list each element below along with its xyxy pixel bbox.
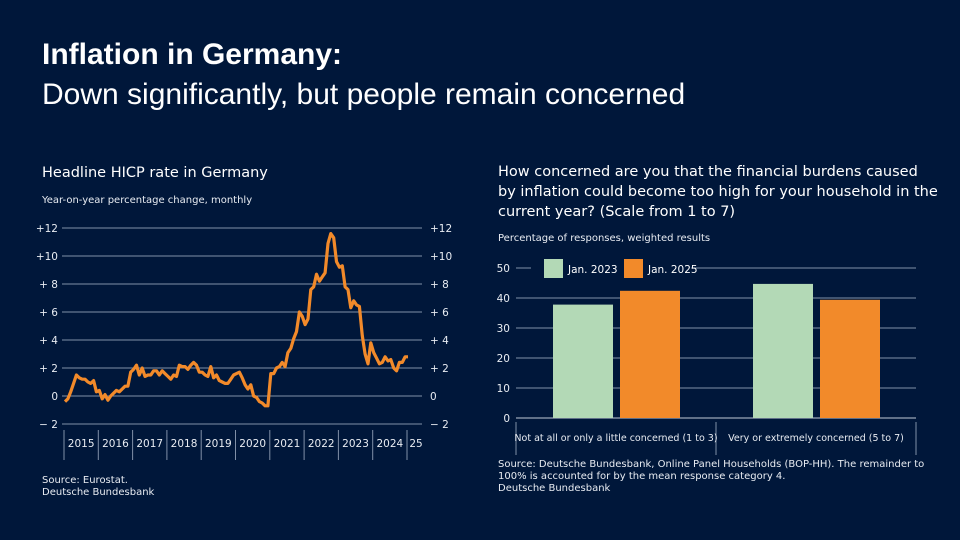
source-line: Source: Deutsche Bundesbank, Online Pane…	[498, 459, 925, 470]
bar	[820, 299, 880, 418]
x-tick-label: 2015	[68, 438, 95, 450]
bar-chart-subtitle: Percentage of responses, weighted result…	[498, 233, 711, 244]
x-tick-label: 2018	[171, 438, 198, 450]
bar-chart-title: How concerned are you that the financial…	[498, 164, 938, 220]
y-tick-label-left: +10	[36, 251, 58, 263]
y-tick-label-right: + 4	[430, 335, 449, 347]
x-tick-label: 2019	[205, 438, 232, 450]
y-tick-label: 50	[497, 263, 510, 275]
bar	[620, 290, 680, 418]
bar	[753, 283, 813, 418]
hicp-line	[63, 232, 408, 408]
y-tick-label-left: +12	[36, 223, 58, 235]
x-tick-label: 2022	[308, 438, 335, 450]
y-tick-label-left: + 4	[39, 335, 58, 347]
y-tick-label-left: + 6	[39, 307, 58, 319]
bar-chart: 0 10 20 30 40 50 Jan. 2023 Jan. 2025 Not at all …	[497, 257, 917, 455]
x-tick-label: 2020	[239, 438, 266, 450]
y-tick-label-left: + 8	[39, 279, 58, 291]
y-tick-label: 0	[503, 413, 510, 425]
line-chart-source: Source: Eurostat. Deutsche Bundesbank	[42, 475, 154, 499]
y-tick-label-right: + 8	[430, 279, 449, 291]
source-line: 100% is accounted for by the mean respon…	[498, 471, 786, 482]
source-line: Deutsche Bundesbank	[498, 483, 611, 494]
bar-chart-source: Source: Deutsche Bundesbank, Online Pane…	[498, 459, 924, 495]
category-label: Not at all or only a little concerned (1…	[514, 433, 717, 444]
slide-subtitle: Down significantly, but people remain co…	[42, 78, 686, 111]
y-tick-label-right: + 2	[430, 363, 449, 375]
y-tick-label-left: 0	[51, 391, 58, 403]
line-chart: − 2 − 2 0 0 + 2 + 2 + 4 + 4 + 6 + 6 + 8 + 8 +10 +10 +1…	[36, 223, 452, 460]
legend-swatch	[624, 259, 643, 278]
y-tick-label: 10	[497, 383, 510, 395]
y-tick-label: 40	[497, 293, 510, 305]
legend-swatch	[544, 259, 563, 278]
source-line: Source: Eurostat.	[42, 475, 128, 486]
x-tick-label: 2016	[102, 438, 129, 450]
source-line: Deutsche Bundesbank	[42, 487, 155, 498]
y-tick-label-right: + 6	[430, 307, 449, 319]
slide-title: Inflation in Germany:	[42, 38, 343, 71]
line-chart-title: Headline HICP rate in Germany	[42, 165, 268, 181]
x-tick-label: 2021	[274, 438, 301, 450]
bar	[553, 304, 613, 418]
y-tick-label-left: + 2	[39, 363, 58, 375]
x-tick-label: 2024	[376, 438, 403, 450]
y-tick-label: 20	[497, 353, 510, 365]
y-tick-label-right: − 2	[430, 419, 449, 431]
y-tick-label-right: +12	[430, 223, 452, 235]
y-tick-label: 30	[497, 323, 510, 335]
x-tick-label: 2017	[136, 438, 163, 450]
legend-label: Jan. 2023	[567, 264, 618, 276]
legend-background	[531, 257, 691, 279]
x-tick-label: 2023	[342, 438, 369, 450]
y-tick-label-left: − 2	[39, 419, 58, 431]
x-tick-label: 25	[409, 438, 422, 450]
line-chart-subtitle: Year-on-year percentage change, monthly	[42, 195, 253, 206]
category-label: Very or extremely concerned (5 to 7)	[728, 433, 904, 444]
y-tick-label-right: 0	[430, 391, 437, 403]
y-tick-label-right: +10	[430, 251, 452, 263]
legend-label: Jan. 2025	[647, 264, 698, 276]
